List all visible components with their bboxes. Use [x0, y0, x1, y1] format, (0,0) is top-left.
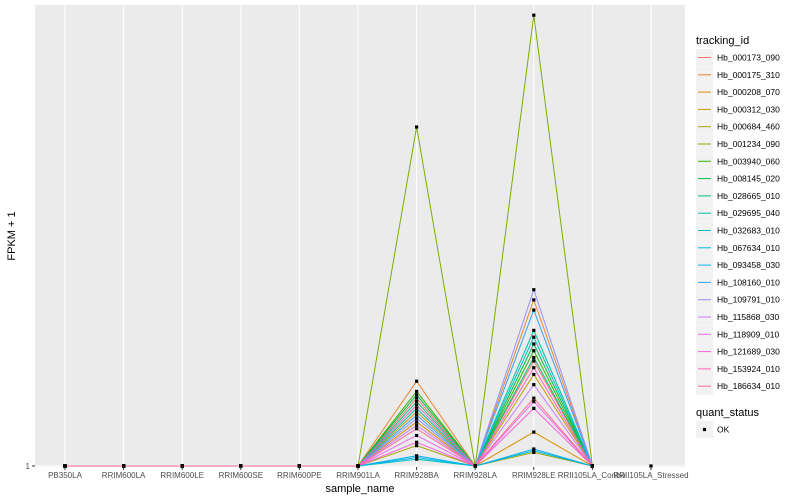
- plot-panel: [35, 5, 685, 467]
- data-point: [532, 430, 536, 434]
- data-point: [532, 396, 536, 400]
- data-point: [415, 427, 419, 431]
- data-point: [415, 406, 419, 410]
- data-point: [532, 308, 536, 312]
- data-point: [532, 342, 536, 346]
- legend-title-quant-status: quant_status: [696, 407, 759, 419]
- data-point: [63, 464, 67, 468]
- data-point: [532, 359, 536, 363]
- legend-label: Hb_032683_010: [717, 226, 780, 236]
- legend-label: Hb_118909_010: [717, 329, 780, 339]
- legend-label: Hb_001234_090: [717, 139, 780, 149]
- data-point: [415, 396, 419, 400]
- legend-title-tracking-id: tracking_id: [696, 35, 749, 47]
- data-point: [532, 349, 536, 353]
- data-point: [532, 13, 536, 17]
- x-tick-label: RRIM928LA: [453, 471, 497, 480]
- y-axis-title: FPKM + 1: [6, 211, 18, 260]
- data-point: [415, 403, 419, 407]
- data-point: [415, 440, 419, 444]
- legend-label: Hb_000175_310: [717, 70, 780, 80]
- data-point: [415, 410, 419, 414]
- legend-label: Hb_109791_010: [717, 295, 780, 305]
- data-point: [415, 125, 419, 129]
- x-axis-title: sample_name: [325, 483, 394, 495]
- data-point: [122, 464, 126, 468]
- legend-label: Hb_029695_040: [717, 208, 780, 218]
- legend-label: Hb_108160_010: [717, 277, 780, 287]
- grid-lines: [35, 5, 685, 467]
- data-point: [415, 413, 419, 417]
- data-point: [532, 298, 536, 302]
- data-point: [532, 406, 536, 410]
- data-point: [532, 366, 536, 370]
- legend-label: Hb_115868_030: [717, 312, 780, 322]
- legend-label: Hb_008145_020: [717, 174, 780, 184]
- data-points: [63, 13, 653, 468]
- data-point: [239, 464, 243, 468]
- series-line: [65, 397, 593, 467]
- legend-label: Hb_093458_030: [717, 260, 780, 270]
- data-point: [590, 464, 594, 468]
- data-point: [649, 464, 653, 468]
- legend-label: Hb_153924_010: [717, 364, 780, 374]
- data-point: [415, 444, 419, 448]
- data-point: [415, 455, 419, 460]
- data-point: [415, 389, 419, 394]
- x-tick-label: RRIM928BA: [394, 471, 439, 480]
- data-point: [415, 416, 419, 421]
- x-tick-label: RRIM901LA: [336, 471, 380, 480]
- data-point: [356, 464, 360, 468]
- data-point: [532, 447, 536, 451]
- data-point: [297, 464, 301, 468]
- legend-items: Hb_000173_090 Hb_000175_310 Hb_000208_070 H…: [696, 49, 780, 395]
- x-tick-label: RRII105LA_Stressed: [613, 471, 688, 480]
- data-point: [415, 454, 419, 458]
- data-point: [415, 379, 419, 383]
- legend-label: Hb_121689_030: [717, 347, 780, 357]
- x-tick-label: RRIM600LE: [160, 471, 204, 480]
- data-point: [532, 288, 536, 292]
- data-point: [415, 433, 419, 438]
- legend-label: Hb_067634_010: [717, 243, 780, 253]
- data-point: [532, 383, 536, 387]
- data-point: [532, 399, 536, 404]
- data-point: [415, 423, 419, 427]
- legend-label: Hb_003940_060: [717, 156, 780, 166]
- data-point: [532, 335, 536, 339]
- data-point: [532, 372, 536, 377]
- legend-label: Hb_000684_460: [717, 122, 780, 132]
- legend-label: Hb_000173_090: [717, 53, 780, 63]
- data-point: [415, 420, 419, 424]
- shape-legend: OK: [696, 421, 730, 438]
- data-point: [532, 450, 536, 455]
- x-tick-label: RRIM600PE: [277, 471, 321, 480]
- data-point: [415, 399, 419, 404]
- legend-label: Hb_028665_010: [717, 191, 780, 201]
- series-lines: [65, 15, 593, 468]
- data-point: [532, 449, 536, 453]
- x-axis: PB350LA RRIM600LA RRIM600LE RRIM600SE RRIM60…: [48, 467, 689, 480]
- x-tick-label: RRIM600SE: [219, 471, 263, 480]
- data-point: [415, 457, 419, 461]
- data-point: [473, 464, 477, 468]
- x-tick-label: PB350LA: [48, 471, 82, 480]
- data-point: [532, 355, 536, 360]
- legend-point-symbol: [702, 427, 707, 432]
- y-tick-label: 1: [26, 462, 31, 471]
- legend-label: OK: [717, 425, 730, 435]
- x-tick-label: RRIM600LA: [102, 471, 146, 480]
- data-point: [532, 328, 536, 332]
- legend-label: Hb_000312_030: [717, 104, 780, 114]
- x-tick-label: RRIM928LE: [512, 471, 556, 480]
- data-point: [415, 393, 419, 397]
- data-point: [180, 464, 184, 468]
- legend-label: Hb_000208_070: [717, 87, 780, 97]
- legend-label: Hb_186634_010: [717, 381, 780, 391]
- legend: tracking_id Hb_000173_090Hb_000175_310Hb…: [696, 35, 780, 438]
- y-axis: 1: [26, 462, 35, 471]
- x-tick-label: RRII105LA_Control: [558, 471, 628, 480]
